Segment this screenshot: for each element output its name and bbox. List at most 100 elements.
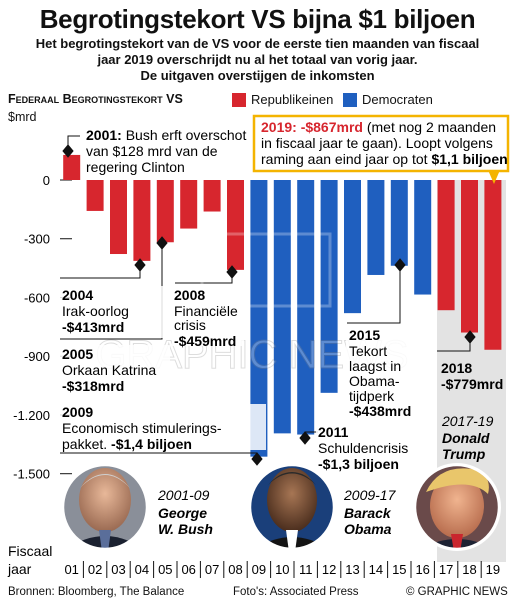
- svg-text:van $128 mrd van de: van $128 mrd van de: [86, 143, 218, 159]
- x-tick-label: 13: [345, 562, 359, 577]
- svg-text:-$459mrd: -$459mrd: [174, 333, 236, 349]
- x-tick-label: 01: [64, 562, 78, 577]
- svg-text:-$413mrd: -$413mrd: [62, 319, 124, 335]
- svg-text:2017-19: 2017-19: [441, 413, 494, 429]
- svg-text:-$779mrd: -$779mrd: [441, 376, 503, 392]
- bar-11: [297, 180, 315, 435]
- callout-2019: 2019: -$867mrd (met nog 2 maanden in fis…: [252, 114, 510, 184]
- x-tick-label: 14: [369, 562, 383, 577]
- x-tick-label: 12: [322, 562, 336, 577]
- x-tick-label: 07: [205, 562, 219, 577]
- x-axis-label: Fiscaal: [8, 543, 52, 559]
- bar-19: [484, 180, 502, 350]
- x-tick-label: 06: [181, 562, 195, 577]
- bar-18: [461, 180, 478, 333]
- svg-text:laagst in: laagst in: [349, 358, 401, 374]
- annotation-2005: 2005 Orkaan Katrina -$318mrd: [60, 345, 170, 397]
- svg-text:2004: 2004: [62, 287, 93, 303]
- bar-12: [320, 180, 338, 393]
- x-tick-label: 05: [158, 562, 172, 577]
- annotation-2011: 2011 Schuldencrisis -$1,3 biljoen: [316, 424, 428, 472]
- svg-text:2005: 2005: [62, 346, 93, 362]
- annotation-2001: 2001: Bush erft overschot van $128 mrd v…: [86, 127, 246, 175]
- annotation-2009: 2009 Economisch stimulerings- pakket. -$…: [60, 404, 266, 452]
- svg-text:2011: 2011: [318, 424, 349, 440]
- annotation-leaders: [60, 135, 476, 466]
- footer-sources: Bronnen: Bloomberg, The Balance: [8, 586, 185, 598]
- bar-13: [344, 180, 361, 314]
- x-tick-label: 19: [486, 562, 500, 577]
- president-label-bush: 2001-09 George W. Bush: [157, 487, 213, 537]
- svg-text:Tekort: Tekort: [349, 343, 387, 359]
- svg-text:-$1,3 biljoen: -$1,3 biljoen: [318, 456, 399, 472]
- bar-10: [273, 180, 291, 434]
- x-tick-label: 02: [88, 562, 102, 577]
- bar-14: [367, 180, 385, 275]
- svg-text:crisis: crisis: [174, 317, 206, 333]
- svg-text:2009: 2009: [62, 404, 93, 420]
- annotation-2015: 2015 Tekort laagst in Obama- tijdperk -$…: [346, 326, 412, 419]
- page-subtitle: Het begrotingstekort van de VS voor de e…: [12, 36, 503, 84]
- y-tick-label: -1.500: [13, 467, 50, 482]
- svg-text:Donald: Donald: [442, 430, 490, 446]
- legend-democrats: Democraten: [343, 92, 433, 107]
- president-label-obama: 2009-17 Barack Obama: [343, 487, 397, 537]
- x-tick-label: 18: [462, 562, 476, 577]
- portrait-obama: [248, 463, 336, 551]
- legend-label-democrats: Democraten: [362, 92, 433, 107]
- svg-text:Schuldencrisis: Schuldencrisis: [318, 440, 408, 456]
- svg-text:Irak-oorlog: Irak-oorlog: [62, 303, 129, 319]
- subtitle-line: De uitgaven overstijgen de inkomsten: [140, 68, 375, 83]
- x-axis-label: jaar: [7, 561, 32, 577]
- svg-text:Barack: Barack: [344, 505, 392, 521]
- x-axis: 01 02 03 04 05 06 07 08 09 10 11 12 13 14 15 16 17 18 19: [64, 561, 500, 578]
- legend-swatch-republicans: [232, 92, 246, 107]
- bar-02: [86, 180, 104, 211]
- x-tick-label: 17: [439, 562, 453, 577]
- annotation-2008: 2008 Financiële crisis -$459mrd: [172, 287, 244, 349]
- legend-republicans: Republikeinen: [232, 92, 333, 107]
- x-tick-label: 04: [135, 562, 149, 577]
- legend-swatch-democrats: [343, 92, 357, 107]
- y-axis: 0 -300 -600 -900 -1.200 -1.500: [13, 173, 72, 482]
- bar-08: [227, 180, 244, 270]
- y-axis-unit: $mrd: [8, 110, 37, 124]
- president-label-trump: 2017-19 Donald Trump: [441, 413, 494, 462]
- bar-16: [414, 180, 432, 295]
- svg-text:Obama: Obama: [344, 521, 392, 537]
- subtitle-line: jaar 2019 overschrijdt nu al het totaal …: [97, 52, 418, 67]
- y-tick-label: -900: [24, 349, 50, 364]
- bar-15: [390, 180, 408, 266]
- page-title: Begrotingstekort VS bijna $1 biljoen: [39, 4, 476, 34]
- bar-06: [180, 180, 198, 229]
- bar-07: [203, 180, 221, 212]
- bar-series: [63, 154, 502, 457]
- svg-text:tijdperk: tijdperk: [349, 388, 395, 404]
- svg-text:Orkaan Katrina: Orkaan Katrina: [62, 362, 156, 378]
- bar-05: [156, 180, 174, 243]
- svg-text:-$438mrd: -$438mrd: [349, 403, 411, 419]
- annotation-2004: 2004 Irak-oorlog -$413mrd: [60, 286, 165, 338]
- svg-text:2018: 2018: [441, 360, 472, 376]
- svg-text:pakket. -$1,4 biljoen: pakket. -$1,4 biljoen: [62, 436, 192, 452]
- svg-text:in fiscaal jaar te gaan). Loop: in fiscaal jaar te gaan). Loopt volgens: [261, 135, 493, 151]
- svg-text:raming aan eind jaar op tot $1: raming aan eind jaar op tot $1,1 biljoen: [261, 151, 508, 167]
- x-tick-label: 09: [252, 562, 266, 577]
- bar-03: [110, 180, 127, 255]
- y-tick-label: -300: [24, 232, 50, 247]
- svg-text:regering Clinton: regering Clinton: [86, 159, 185, 175]
- svg-text:Obama-: Obama-: [349, 373, 400, 389]
- bar-04: [133, 180, 151, 261]
- x-tick-label: 15: [392, 562, 406, 577]
- svg-text:2008: 2008: [174, 287, 205, 303]
- svg-text:2019: -$867mrd (met nog 2 maan: 2019: -$867mrd (met nog 2 maanden: [261, 119, 496, 135]
- svg-text:W. Bush: W. Bush: [158, 521, 213, 537]
- y-tick-label: -1.200: [13, 408, 50, 423]
- footer-credit: © GRAPHIC NEWS: [406, 586, 508, 598]
- bar-09: [250, 180, 268, 457]
- svg-text:Trump: Trump: [442, 446, 486, 462]
- annotation-2018: 2018 -$779mrd: [441, 360, 503, 392]
- svg-text:2001-09: 2001-09: [157, 487, 210, 503]
- bar-17: [437, 180, 455, 311]
